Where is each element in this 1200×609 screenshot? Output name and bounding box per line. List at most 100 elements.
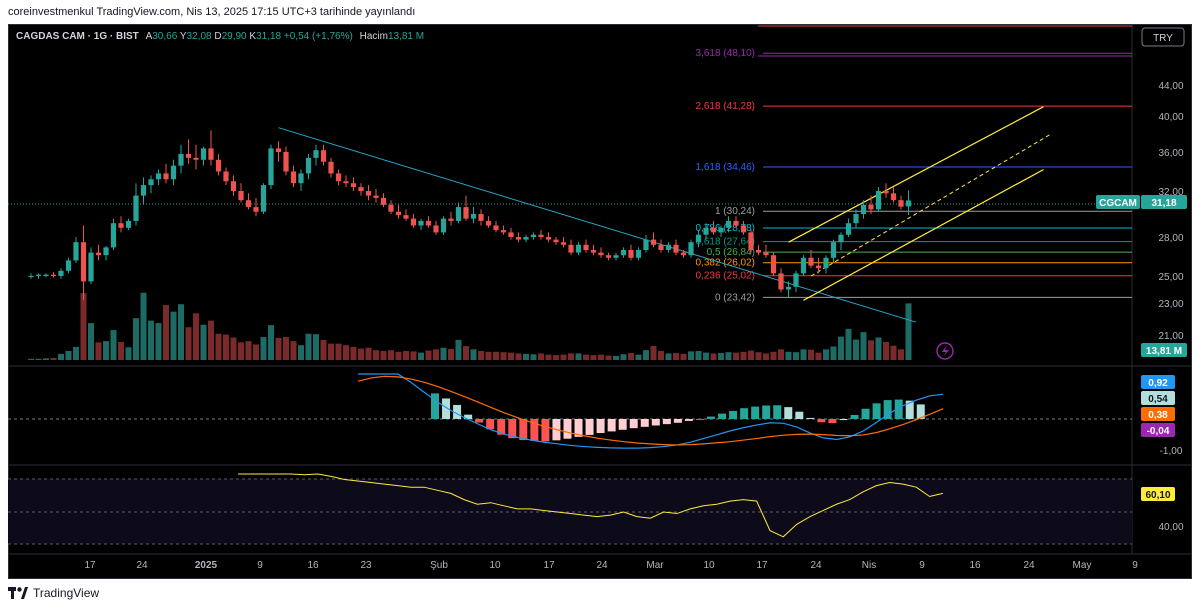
volume-bar — [298, 345, 304, 360]
volume-bar — [605, 355, 612, 360]
volume-bar — [110, 330, 117, 360]
volume-bar — [703, 352, 709, 360]
volume-bar — [823, 349, 829, 360]
volume-bar — [58, 353, 64, 360]
high-value: 32,08 — [186, 31, 212, 42]
macd-tag-bg — [1141, 391, 1175, 405]
tradingview-logo-icon — [8, 587, 28, 599]
downtrend-line[interactable] — [278, 127, 917, 323]
candle-body — [560, 242, 567, 245]
candle-body — [755, 250, 762, 253]
volume-bar — [95, 342, 102, 360]
price-axis-label: 25,00 — [1158, 272, 1183, 283]
candle-body — [868, 204, 874, 210]
volume-bar — [853, 339, 859, 360]
price-tag-symbol: CGCAM — [1099, 198, 1137, 209]
channel-upper-line[interactable] — [788, 106, 1044, 243]
candle-body — [163, 173, 169, 180]
volume-bar — [620, 354, 627, 360]
rsi-line — [238, 473, 944, 538]
volume-bar — [545, 354, 552, 360]
rsi-tag: 60,10 — [1145, 490, 1170, 501]
candle-body — [703, 227, 709, 235]
volume-bar — [508, 352, 514, 360]
time-axis-label: 9 — [1132, 560, 1138, 571]
alert-circle-icon[interactable] — [936, 342, 954, 360]
candle-body — [238, 191, 244, 201]
candle-body — [830, 242, 837, 258]
candle-body — [478, 214, 484, 221]
candle-body — [590, 250, 597, 253]
volume-bar — [283, 337, 289, 360]
candle-body — [695, 234, 702, 243]
volume-bar — [590, 355, 597, 360]
candle-body — [110, 223, 117, 248]
macd-histogram-bar — [453, 404, 462, 419]
volume-bar — [320, 339, 327, 360]
channel-mid-line[interactable] — [810, 133, 1052, 277]
fib-level-label: 0,382 (26,02) — [696, 258, 756, 269]
candle-body — [793, 273, 799, 287]
candle-body — [740, 225, 747, 233]
candle-body — [673, 244, 679, 253]
time-axis-label: 23 — [360, 560, 372, 571]
volume-bar — [485, 351, 492, 360]
macd-histogram-bar — [442, 398, 451, 419]
candle-body — [523, 237, 529, 240]
candle-body — [688, 242, 694, 256]
candle-body — [470, 214, 477, 219]
macd-histogram-bar — [718, 413, 727, 419]
candle-body — [260, 185, 267, 212]
fib-level-label: 0,786 (28,78) — [696, 223, 756, 234]
candle-body — [178, 153, 184, 166]
fib-level-label: 3,618 (48,10) — [696, 48, 756, 59]
volume-bar — [830, 346, 837, 360]
currency-button[interactable]: TRY — [1153, 33, 1173, 44]
candle-body — [133, 195, 139, 221]
candle-body — [628, 250, 634, 258]
candle-body — [253, 207, 259, 212]
candle-body — [530, 234, 537, 237]
volume-bar — [305, 333, 312, 360]
time-axis-label: 24 — [136, 560, 148, 571]
candle-body — [140, 185, 147, 196]
volume-bar — [455, 339, 462, 360]
volume-bar — [748, 350, 754, 360]
volume-bar — [770, 351, 777, 360]
candle-body — [95, 252, 102, 256]
candle-body — [508, 232, 514, 237]
time-axis-label: 24 — [596, 560, 608, 571]
macd-tag-bg — [1141, 375, 1175, 389]
volume-bar — [253, 344, 259, 360]
candle-body — [193, 157, 199, 160]
macd-tag: 0,92 — [1148, 378, 1168, 389]
volume-bar — [560, 354, 567, 360]
volume-bar — [523, 353, 529, 360]
lightning-icon[interactable] — [942, 345, 949, 357]
chart-canvas[interactable]: 3,618 (48,10) 2,618 (41,28) 1,618 (34,46) 1… — [8, 24, 1192, 579]
candle-body — [635, 250, 642, 258]
volume-bar — [73, 346, 79, 360]
volume-bar — [478, 350, 484, 360]
macd-histogram-bar — [695, 419, 704, 420]
candle-body — [875, 191, 882, 210]
candle-body — [380, 197, 387, 205]
candle-body — [118, 223, 124, 228]
time-axis-label: 17 — [84, 560, 96, 571]
macd-histogram-bar — [773, 405, 782, 419]
volume-bar — [463, 346, 469, 360]
candle-body — [103, 247, 109, 256]
volume-bar — [635, 354, 642, 360]
volume-bar — [575, 353, 582, 360]
macd-histogram-bar — [596, 419, 605, 434]
macd-histogram-bar — [916, 404, 925, 419]
channel-lower-line[interactable] — [803, 169, 1044, 301]
fib-level-label: 1,618 (34,46) — [696, 162, 756, 173]
macd-histogram-bar — [607, 419, 616, 432]
macd-histogram-bar — [497, 419, 506, 435]
low-label: D — [214, 31, 222, 42]
currency-button-bg[interactable] — [1141, 27, 1185, 47]
macd-histogram-bar — [729, 410, 738, 419]
candle-body — [545, 237, 552, 240]
volume-bar — [643, 350, 649, 360]
